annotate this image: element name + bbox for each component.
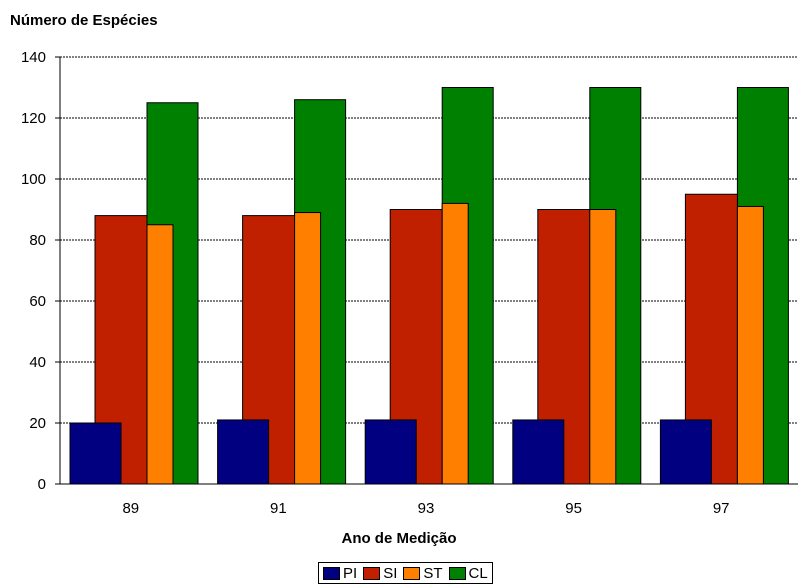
legend-label-pi: PI xyxy=(343,564,358,582)
y-tick-label-80: 80 xyxy=(29,232,46,249)
legend-item-pi: PI xyxy=(323,565,357,582)
x-tick-label-93: 93 xyxy=(418,500,435,517)
legend: PI SI ST CL xyxy=(318,562,493,584)
bar-pi-95 xyxy=(512,419,565,485)
legend-swatch-si xyxy=(363,566,381,580)
y-axis-title: Número de Espécies xyxy=(10,12,158,29)
x-tick-label-95: 95 xyxy=(565,500,582,517)
bar-st-93 xyxy=(441,202,469,485)
legend-item-si: SI xyxy=(363,565,397,582)
x-tick-label-91: 91 xyxy=(270,500,287,517)
legend-item-cl: CL xyxy=(448,564,488,582)
y-tick-label-60: 60 xyxy=(29,293,46,310)
y-tick-label-20: 20 xyxy=(29,415,46,432)
legend-swatch-cl xyxy=(448,566,466,580)
legend-label-si: SI xyxy=(383,564,398,582)
bar-pi-93 xyxy=(364,419,417,485)
x-tick-label-97: 97 xyxy=(713,500,730,517)
y-tick-label-40: 40 xyxy=(29,354,46,371)
x-axis-title: Ano de Medição xyxy=(341,530,457,547)
y-tick-label-120: 120 xyxy=(21,110,46,127)
bar-st-95 xyxy=(589,209,617,485)
legend-label-cl: CL xyxy=(468,564,488,582)
y-tick-label-0: 0 xyxy=(38,476,46,493)
legend-label-st: ST xyxy=(423,564,443,582)
legend-swatch-st xyxy=(403,566,421,580)
bar-st-89 xyxy=(146,224,174,485)
bar-st-91 xyxy=(294,212,322,485)
bar-st-97 xyxy=(736,205,764,485)
x-tick-label-89: 89 xyxy=(122,500,139,517)
legend-item-st: ST xyxy=(403,564,443,582)
y-tick-label-140: 140 xyxy=(21,49,46,66)
bar-pi-89 xyxy=(69,422,122,485)
bar-pi-97 xyxy=(659,419,712,485)
y-tick-label-100: 100 xyxy=(21,171,46,188)
legend-swatch-pi xyxy=(323,566,340,580)
bar-pi-91 xyxy=(217,419,270,485)
